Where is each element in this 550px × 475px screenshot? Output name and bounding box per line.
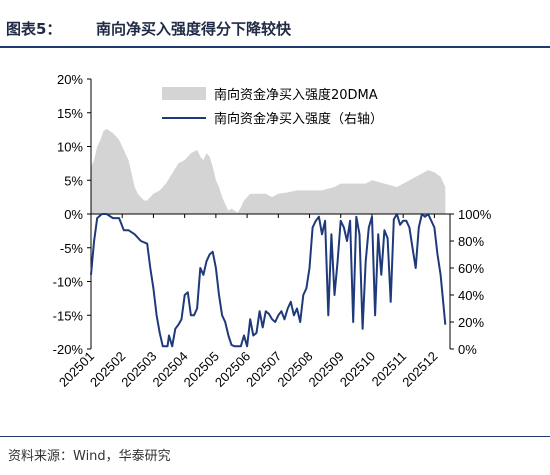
left-tick-label: -10% [53, 275, 84, 290]
left-tick-label: 5% [64, 173, 83, 188]
left-tick-label: -5% [60, 241, 84, 256]
area-series-20dma [91, 128, 446, 214]
left-tick-label: -20% [53, 342, 84, 357]
source-note: 资料来源：Wind，华泰研究 [8, 449, 171, 464]
left-tick-label: 10% [57, 140, 83, 155]
left-tick-label: 0% [64, 207, 83, 222]
title-bar: 图表5： 南向净买入强度得分下降较快 [0, 0, 550, 44]
left-tick-label: -15% [53, 308, 84, 323]
figure-label: 图表5： [6, 20, 62, 38]
chart: 20% 15% 10% 5% 0% -5% -10% -15% -20% 100% 80% 60% 40… [53, 72, 492, 390]
right-tick-label: 100% [458, 207, 492, 222]
top-rule [0, 46, 550, 48]
right-tick-label: 0% [458, 342, 477, 357]
figure-title: 南向净买入强度得分下降较快 [96, 20, 292, 38]
x-tick-label: 202512 [399, 349, 440, 390]
right-tick-label: 40% [458, 288, 484, 303]
x-tick-label: 202510 [337, 349, 378, 390]
right-tick-label: 80% [458, 234, 484, 249]
legend-label-area: 南向资金净买入强度20DMA [214, 87, 378, 103]
right-tick-label: 60% [458, 261, 484, 276]
left-tick-label: 20% [57, 72, 83, 87]
line-series-strength [90, 213, 447, 348]
bottom-rule [0, 436, 550, 437]
legend-label-line: 南向资金净买入强度（右轴） [214, 111, 383, 127]
right-tick-label: 20% [458, 315, 484, 330]
legend-swatch-area [162, 87, 206, 100]
left-tick-label: 15% [57, 106, 83, 121]
